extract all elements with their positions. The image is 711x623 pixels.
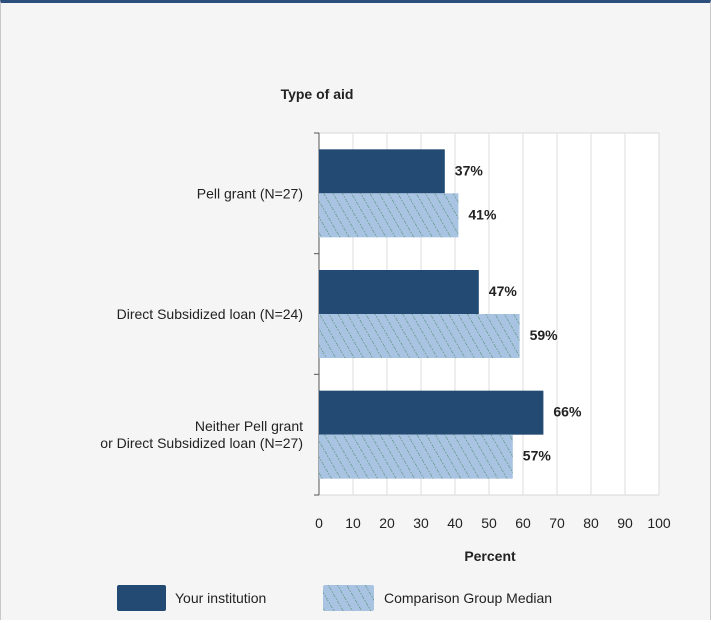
category-label: or Direct Subsidized loan (N=27) bbox=[100, 435, 303, 451]
legend-label-comparison-median: Comparison Group Median bbox=[384, 590, 552, 606]
x-axis-label: Percent bbox=[464, 548, 516, 564]
bar-value-label: 66% bbox=[553, 404, 582, 420]
x-tick-label: 90 bbox=[617, 515, 633, 531]
category-label: Neither Pell grant bbox=[195, 418, 303, 434]
x-tick-label: 30 bbox=[413, 515, 429, 531]
x-tick-label: 70 bbox=[549, 515, 565, 531]
bar-value-label: 37% bbox=[455, 162, 484, 178]
bar-chart: Type of aid 0 10 20 30 40 50 60 70 80 90 100 Pell g… bbox=[100, 86, 671, 611]
x-tick-label: 40 bbox=[447, 515, 463, 531]
legend-label-your-institution: Your institution bbox=[175, 590, 266, 606]
bar-value-label: 59% bbox=[530, 327, 559, 343]
bar-comparison-median bbox=[319, 314, 520, 358]
bar-comparison-median bbox=[319, 193, 459, 238]
bar-your-institution bbox=[319, 270, 479, 314]
x-tick-label: 0 bbox=[315, 515, 323, 531]
x-tick-label: 100 bbox=[647, 515, 671, 531]
x-tick-label: 10 bbox=[345, 515, 361, 531]
x-tick-label: 20 bbox=[379, 515, 395, 531]
bar-value-label: 57% bbox=[523, 448, 552, 464]
legend: Your institution Comparison Group Median bbox=[117, 585, 552, 611]
bar-value-label: 47% bbox=[489, 283, 518, 299]
x-tick-label: 80 bbox=[583, 515, 599, 531]
bar-your-institution bbox=[319, 390, 544, 435]
category-label: Direct Subsidized loan (N=24) bbox=[117, 306, 303, 322]
x-tick-label: 50 bbox=[481, 515, 497, 531]
category-label: Pell grant (N=27) bbox=[197, 185, 303, 201]
bar-value-label: 41% bbox=[468, 206, 497, 222]
bar-comparison-median bbox=[319, 434, 513, 479]
legend-swatch-comparison-median bbox=[323, 585, 374, 611]
x-tick-label: 60 bbox=[515, 515, 531, 531]
legend-swatch-your-institution bbox=[117, 585, 166, 611]
bar-your-institution bbox=[319, 149, 445, 194]
chart-title: Type of aid bbox=[281, 86, 354, 102]
